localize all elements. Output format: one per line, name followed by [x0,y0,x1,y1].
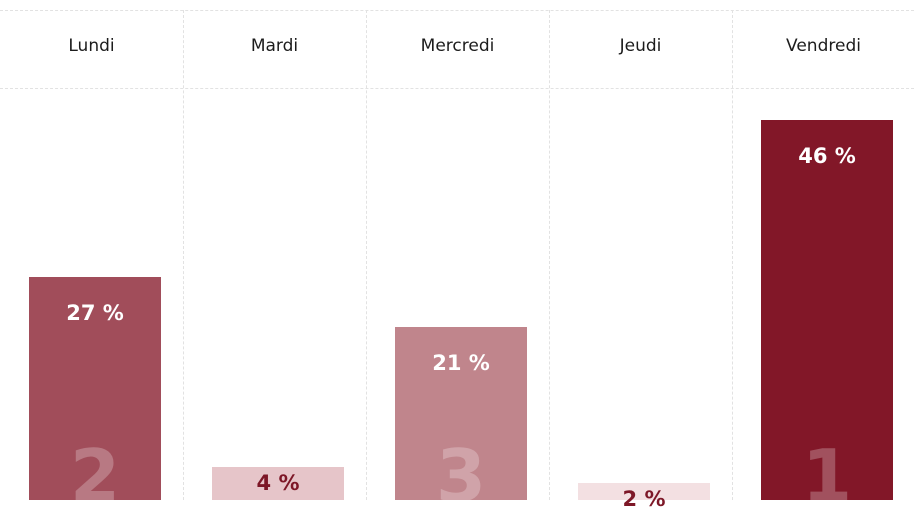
value-label: 2 % [622,487,666,511]
day-label: Mercredi [420,36,495,56]
value-label: 46 % [798,144,856,168]
bar-chart: Lundi Mardi Mercredi Jeudi Vendredi 27 % 2 4 %… [0,10,914,512]
header-top-gridline [0,10,914,11]
vertical-gridline [183,10,184,500]
vertical-gridline [366,10,367,500]
day-label: Vendredi [786,36,861,56]
day-label: Mardi [250,36,299,56]
bar: 46 % 1 [761,120,893,512]
rank-label: 1 [801,434,853,518]
header-bottom-gridline [0,88,914,89]
value-label: 21 % [432,351,490,375]
value-label: 4 % [256,471,300,495]
value-label: 27 % [66,301,124,325]
bar: 21 % 3 [395,327,527,512]
day-label: Lundi [68,36,115,56]
rank-label: 2 [69,434,121,518]
bar: 4 % [212,467,344,500]
day-label: Jeudi [619,36,662,56]
bar: 2 % [578,483,710,511]
rank-label: 3 [435,434,487,518]
bar: 27 % 2 [29,277,161,512]
vertical-gridline [549,10,550,500]
vertical-gridline [732,10,733,500]
